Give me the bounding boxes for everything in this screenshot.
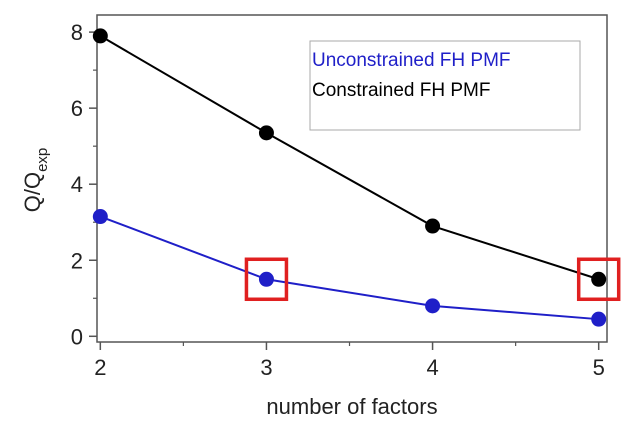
y-axis: 0 2 4 6 8 — [71, 20, 97, 349]
x-tick-label: 3 — [260, 355, 272, 380]
data-point — [425, 298, 441, 314]
legend: Unconstrained FH PMF Constrained FH PMF — [309, 40, 581, 131]
highlight-box — [576, 257, 621, 302]
data-point — [258, 271, 274, 287]
y-tick-label: 4 — [71, 172, 83, 197]
y-tick-label: 8 — [71, 20, 83, 45]
legend-box — [309, 40, 581, 131]
y-tick-label: 0 — [71, 324, 83, 349]
y-tick-label: 2 — [71, 248, 83, 273]
data-point — [92, 209, 108, 225]
plot-frame — [96, 14, 608, 343]
legend-entry-constrained: Constrained FH PMF — [312, 80, 490, 101]
data-point — [92, 28, 108, 44]
series-line-0 — [99, 215, 599, 321]
y-tick-label: 6 — [71, 96, 83, 121]
data-point — [591, 271, 607, 287]
x-axis-title: number of factors — [266, 394, 437, 419]
y-axis-title-sub: exp — [34, 148, 51, 172]
series-line-1 — [99, 35, 599, 281]
y-axis-title-main: Q/Q — [20, 172, 45, 212]
x-axis: 2 3 4 5 — [94, 342, 605, 380]
y-axis-title: Q/Qexp — [20, 148, 51, 213]
x-tick-label: 2 — [94, 355, 106, 380]
data-point — [425, 218, 441, 234]
highlight-layer — [244, 257, 621, 302]
data-point — [591, 311, 607, 327]
series-layer — [92, 28, 607, 327]
legend-entry-unconstrained: Unconstrained FH PMF — [312, 50, 511, 71]
data-point — [258, 125, 274, 141]
x-tick-label: 5 — [593, 355, 605, 380]
x-tick-label: 4 — [426, 355, 438, 380]
highlight-box — [244, 257, 289, 302]
